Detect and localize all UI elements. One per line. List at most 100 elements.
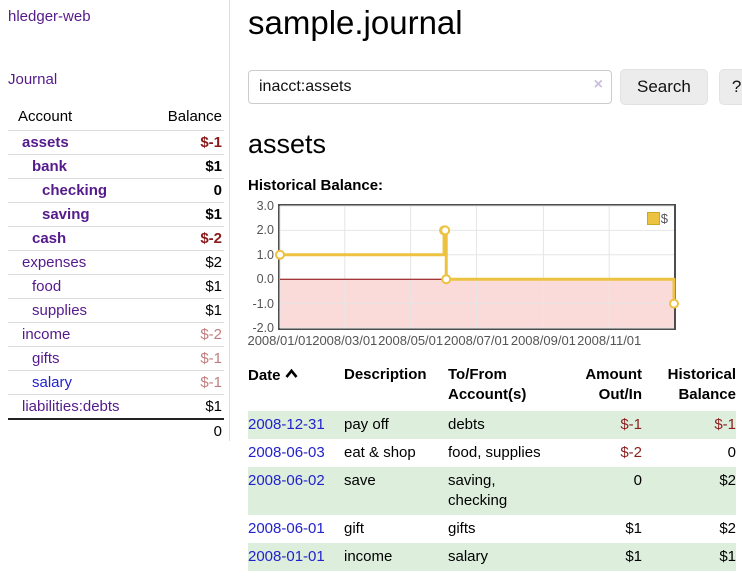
account-balance: $1: [143, 394, 224, 419]
account-link-income[interactable]: income: [22, 326, 71, 343]
accounts-total-row: 0: [8, 418, 224, 443]
account-balance: $-1: [143, 346, 224, 371]
transaction-row: 2008-12-31 pay off debts $-1 $-1: [248, 411, 736, 439]
account-link-checking[interactable]: checking: [42, 182, 108, 199]
transaction-description: income: [344, 548, 393, 565]
account-link-saving[interactable]: saving: [42, 206, 90, 223]
accounts-table: Account Balance assets $-1 bank $1 check…: [8, 105, 224, 443]
account-row: bank $1: [8, 154, 224, 179]
historical-balance-chart: 3.0 2.0 1.0 0.0 -1.0 -2.0 $ 2008/01/01 2008/03…: [247, 199, 679, 351]
page-title: sample.journal: [248, 4, 463, 41]
account-balance: $1: [143, 154, 224, 179]
account-balance: $-1: [143, 130, 224, 155]
chart-legend: $: [645, 210, 669, 227]
account-balance: $-2: [143, 322, 224, 347]
account-link-bank[interactable]: bank: [32, 158, 68, 175]
account-column-header: Account: [18, 108, 73, 125]
hledger-web-link[interactable]: hledger-web: [8, 8, 91, 25]
y-axis-tick-label: -2.0: [252, 321, 274, 335]
balance-column-header: Historical Balance: [642, 365, 736, 411]
x-axis-tick-label: 2008/11/01: [577, 333, 642, 348]
account-balance: $2: [143, 250, 224, 275]
transaction-description: pay off: [344, 416, 389, 433]
y-axis-tick-label: 2.0: [256, 223, 274, 238]
account-row: gifts $-1: [8, 346, 224, 371]
transaction-accounts: debts: [448, 416, 485, 433]
transaction-row: 2008-06-01 gift gifts $1 $2: [248, 515, 736, 543]
accounts-header-row: Account Balance: [8, 105, 224, 131]
transaction-amount: $1: [625, 520, 642, 537]
transaction-balance: $2: [719, 472, 736, 489]
balance-column-header: Balance: [167, 108, 222, 125]
account-link-liabilities-debts[interactable]: liabilities:debts: [22, 398, 120, 415]
account-row: salary $-1: [8, 370, 224, 395]
account-link-assets[interactable]: assets: [22, 134, 69, 151]
account-link-expenses[interactable]: expenses: [22, 254, 87, 271]
transaction-accounts: food, supplies: [448, 444, 541, 461]
transaction-amount: $-1: [620, 416, 642, 433]
account-row: assets $-1: [8, 130, 224, 155]
tofrom-header-line2: Account(s): [448, 386, 527, 403]
sort-ascending-icon: [285, 365, 298, 385]
transaction-description: eat & shop: [344, 444, 416, 461]
help-button[interactable]: ?: [718, 69, 742, 105]
clear-search-icon[interactable]: ×: [593, 76, 603, 93]
transaction-date-link[interactable]: 2008-06-01: [248, 520, 325, 537]
transaction-amount: 0: [633, 472, 642, 489]
transaction-balance: $-1: [714, 416, 736, 433]
account-row: cash $-2: [8, 226, 224, 251]
x-axis-tick-label: 2008/03/01: [312, 333, 378, 348]
search-input[interactable]: [248, 70, 612, 104]
account-balance: 0: [143, 178, 224, 203]
transaction-date-link[interactable]: 2008-06-02: [248, 472, 325, 489]
account-balance: $1: [143, 298, 224, 323]
date-header-label: Date: [248, 367, 281, 384]
account-row: food $1: [8, 274, 224, 299]
account-balance: $1: [143, 202, 224, 227]
y-axis-tick-label: 1.0: [256, 247, 274, 262]
journal-link[interactable]: Journal: [8, 71, 58, 88]
transaction-date-link[interactable]: 2008-01-01: [248, 548, 325, 565]
transaction-row: 2008-06-03 eat & shop food, supplies $-2…: [248, 439, 736, 467]
app-title: hledger-web: [8, 8, 224, 25]
y-axis-tick-label: 0.0: [256, 272, 274, 287]
account-link-food[interactable]: food: [32, 278, 62, 295]
y-axis-tick-label: 3.0: [256, 199, 274, 213]
account-balance: $-2: [143, 226, 224, 251]
register-header-row: Date Description To/From Account(s) Amou…: [248, 365, 736, 411]
search-form: × Search ?: [248, 69, 742, 105]
account-row: expenses $2: [8, 250, 224, 275]
account-row: income $-2: [8, 322, 224, 347]
chart-svg: [275, 205, 679, 329]
chart-heading: Historical Balance:: [248, 177, 384, 194]
transaction-amount: $1: [625, 548, 642, 565]
amount-header-line2: Out/In: [598, 386, 642, 403]
account-link-supplies[interactable]: supplies: [32, 302, 88, 319]
register-table: Date Description To/From Account(s) Amou…: [248, 365, 736, 571]
amount-header-line1: Amount: [585, 366, 642, 383]
account-link-gifts[interactable]: gifts: [32, 350, 60, 367]
transaction-date-link[interactable]: 2008-12-31: [248, 416, 325, 433]
account-row: liabilities:debts $1: [8, 394, 224, 419]
account-row: checking 0: [8, 178, 224, 203]
sidebar: hledger-web Journal Account Balance asse…: [0, 0, 230, 443]
date-column-header[interactable]: Date: [248, 365, 344, 411]
account-link-cash[interactable]: cash: [32, 230, 67, 247]
transaction-description: save: [344, 472, 376, 489]
legend-swatch-icon: [646, 212, 660, 225]
transaction-accounts: gifts: [448, 520, 476, 537]
y-axis-tick-label: -1.0: [252, 296, 274, 311]
main-content: sample.journal × Search ? assets Histori…: [247, 0, 742, 571]
transaction-balance: $1: [719, 548, 736, 565]
transaction-amount: $-2: [620, 444, 642, 461]
balance-header-line1: Historical: [667, 366, 736, 383]
account-balance: $-1: [143, 370, 224, 395]
transaction-date-link[interactable]: 2008-06-03: [248, 444, 325, 461]
account-row: supplies $1: [8, 298, 224, 323]
account-link-salary[interactable]: salary: [32, 374, 73, 391]
x-axis-tick-label: 2008/05/01: [378, 333, 444, 348]
transaction-row: 2008-01-01 income salary $1 $1: [248, 543, 736, 571]
transaction-row: 2008-06-02 save saving, checking 0 $2: [248, 467, 736, 515]
x-axis-tick-label: 2008/07/01: [443, 333, 509, 348]
search-button[interactable]: Search: [620, 69, 708, 105]
